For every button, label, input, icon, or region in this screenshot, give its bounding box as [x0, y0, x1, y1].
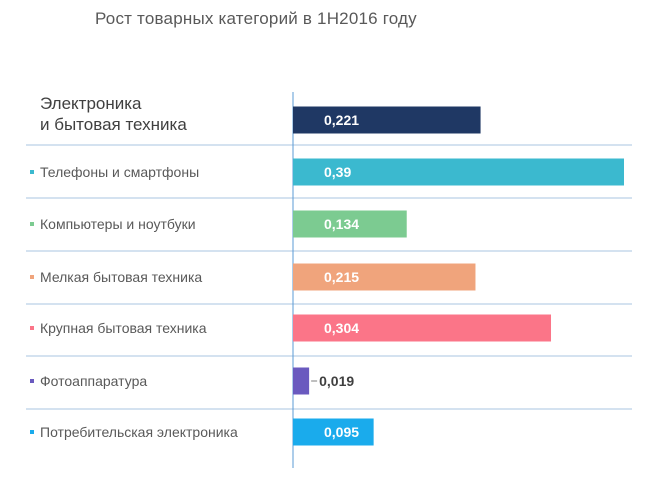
- value-label-5: 0,019: [319, 373, 354, 389]
- category-label-3: Мелкая бытовая техника: [40, 269, 202, 285]
- value-label-0: 0,221: [324, 112, 359, 128]
- bar-0: [293, 106, 481, 134]
- legend-marker-3: [30, 275, 34, 279]
- value-label-1: 0,39: [324, 164, 351, 180]
- value-label-6: 0,095: [324, 424, 359, 440]
- category-label-0-line-1: и бытовая техника: [40, 115, 187, 134]
- category-label-1: Телефоны и смартфоны: [40, 164, 199, 180]
- category-label-0-line-0: Электроника: [40, 94, 142, 113]
- legend-marker-5: [30, 379, 34, 383]
- legend-marker-4: [30, 326, 34, 330]
- value-label-4: 0,304: [324, 320, 359, 336]
- bar-2: [293, 210, 407, 238]
- category-label-4: Крупная бытовая техника: [40, 320, 207, 336]
- legend-marker-2: [30, 222, 34, 226]
- bar-6: [293, 418, 374, 446]
- category-label-2: Компьютеры и ноутбуки: [40, 216, 196, 232]
- legend-marker-1: [30, 170, 34, 174]
- bar-1: [293, 158, 624, 186]
- bar-5: [293, 367, 310, 395]
- legend-marker-6: [30, 430, 34, 434]
- category-label-5: Фотоаппаратура: [40, 373, 147, 389]
- value-label-3: 0,215: [324, 269, 359, 285]
- bar-3: [293, 263, 476, 291]
- category-label-6: Потребительская электроника: [40, 424, 238, 440]
- chart-title: Рост товарных категорий в 1Н2016 году: [95, 9, 417, 28]
- bar-4: [293, 314, 552, 342]
- value-label-2: 0,134: [324, 216, 359, 232]
